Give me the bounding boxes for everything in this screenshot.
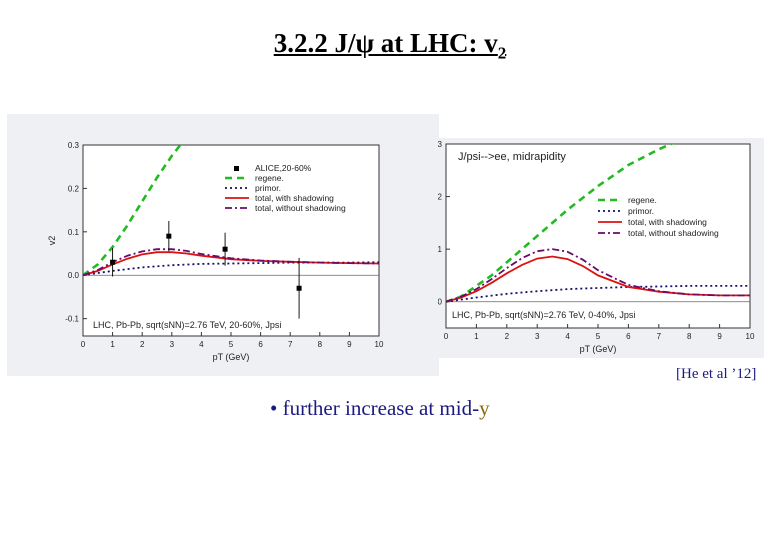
title-subscript: 2	[497, 43, 507, 63]
left-legend-label: total, without shadowing	[255, 203, 346, 213]
right-xtick-label: 9	[717, 332, 722, 341]
left-ytick-label: 0.3	[68, 141, 80, 150]
left-series-line	[83, 145, 182, 277]
left-annotation: LHC, Pb-Pb, sqrt(sNN)=2.76 TeV, 20-60%, …	[93, 320, 281, 330]
right-xtick-label: 7	[657, 332, 662, 341]
plot-left-svg: 0 1 2 3 4 5 6 7 8 9 10 -0.1 0.0 0.1 0.2 0.3 pT (GeV) v2 LH…	[47, 141, 384, 362]
left-ylabel: v2	[47, 236, 57, 246]
right-legend-label: primor.	[628, 206, 654, 216]
left-xtick-label: 7	[288, 340, 293, 349]
right-xtick-label: 1	[474, 332, 479, 341]
left-series-line	[83, 248, 379, 277]
left-ytick-label: -0.1	[65, 315, 79, 324]
left-xtick-label: 4	[199, 340, 204, 349]
left-ytick-label: 0.1	[68, 228, 80, 237]
left-xtick-label: 2	[140, 340, 145, 349]
right-series-line	[446, 248, 750, 303]
left-data-point	[296, 285, 302, 291]
left-series-line	[83, 251, 379, 277]
right-xtick-label: 10	[746, 332, 755, 341]
left-legend-label: total, with shadowing	[255, 193, 334, 203]
right-ytick-label: 0.0	[438, 298, 443, 307]
title-main: 3.2.2 J/ψ at LHC: v	[273, 28, 498, 58]
bullet-point: • further increase at mid-y	[270, 396, 490, 421]
right-frame	[445, 143, 751, 329]
right-series-group	[446, 144, 750, 303]
slide-title: 3.2.2 J/ψ at LHC: v2	[0, 28, 780, 63]
left-ytick-label: 0.0	[68, 271, 80, 280]
left-xtick-label: 8	[318, 340, 323, 349]
plot-left: 0 1 2 3 4 5 6 7 8 9 10 -0.1 0.0 0.1 0.2 0.3 pT (GeV) v2 LH…	[7, 114, 439, 376]
right-xtick-label: 4	[565, 332, 570, 341]
bullet-text: further increase at mid-	[282, 396, 480, 420]
right-ytick-label: 0.2	[438, 193, 443, 202]
left-legend-label: primor.	[255, 183, 281, 193]
right-legend-label: total, without shadowing	[628, 228, 719, 238]
right-xtick-label: 3	[535, 332, 540, 341]
left-data-point	[222, 246, 228, 252]
left-xtick-label: 1	[110, 340, 115, 349]
right-annotation: LHC, Pb-Pb, sqrt(sNN)=2.76 TeV, 0-40%, J…	[452, 310, 635, 320]
right-legend-label: total, with shadowing	[628, 217, 707, 227]
right-title: J/psi-->ee, midrapidity	[458, 151, 566, 163]
right-xtick-label: 0	[444, 332, 449, 341]
bullet-highlight: y	[479, 396, 490, 420]
left-xtick-label: 9	[347, 340, 352, 349]
bullet-marker: •	[270, 396, 278, 420]
left-xtick-label: 5	[229, 340, 234, 349]
left-legend-label: regene.	[255, 173, 284, 183]
right-xtick-label: 6	[626, 332, 631, 341]
left-xtick-label: 6	[258, 340, 263, 349]
left-xtick-label: 10	[375, 340, 384, 349]
right-ytick-label: 0.1	[438, 245, 443, 254]
right-series-line	[446, 285, 750, 303]
right-xtick-label: 8	[687, 332, 692, 341]
right-legend-label: regene.	[628, 195, 657, 205]
left-data-point	[110, 259, 116, 265]
left-series-group	[83, 145, 379, 277]
left-legend-marker	[234, 166, 239, 171]
left-ytick-label: 0.2	[68, 184, 80, 193]
left-xtick-label: 0	[81, 340, 86, 349]
right-ytick-label: 0.3	[438, 140, 443, 149]
right-series-line	[446, 144, 675, 303]
reference-citation: [He et al ’12]	[676, 366, 757, 382]
left-legend-label: ALICE,20-60%	[255, 163, 312, 173]
left-data-point	[166, 233, 172, 239]
left-frame	[82, 144, 380, 337]
right-xtick-label: 2	[505, 332, 510, 341]
left-xtick-label: 3	[170, 340, 175, 349]
right-xtick-label: 5	[596, 332, 601, 341]
right-xlabel: pT (GeV)	[580, 344, 617, 354]
left-xlabel: pT (GeV)	[213, 352, 250, 362]
